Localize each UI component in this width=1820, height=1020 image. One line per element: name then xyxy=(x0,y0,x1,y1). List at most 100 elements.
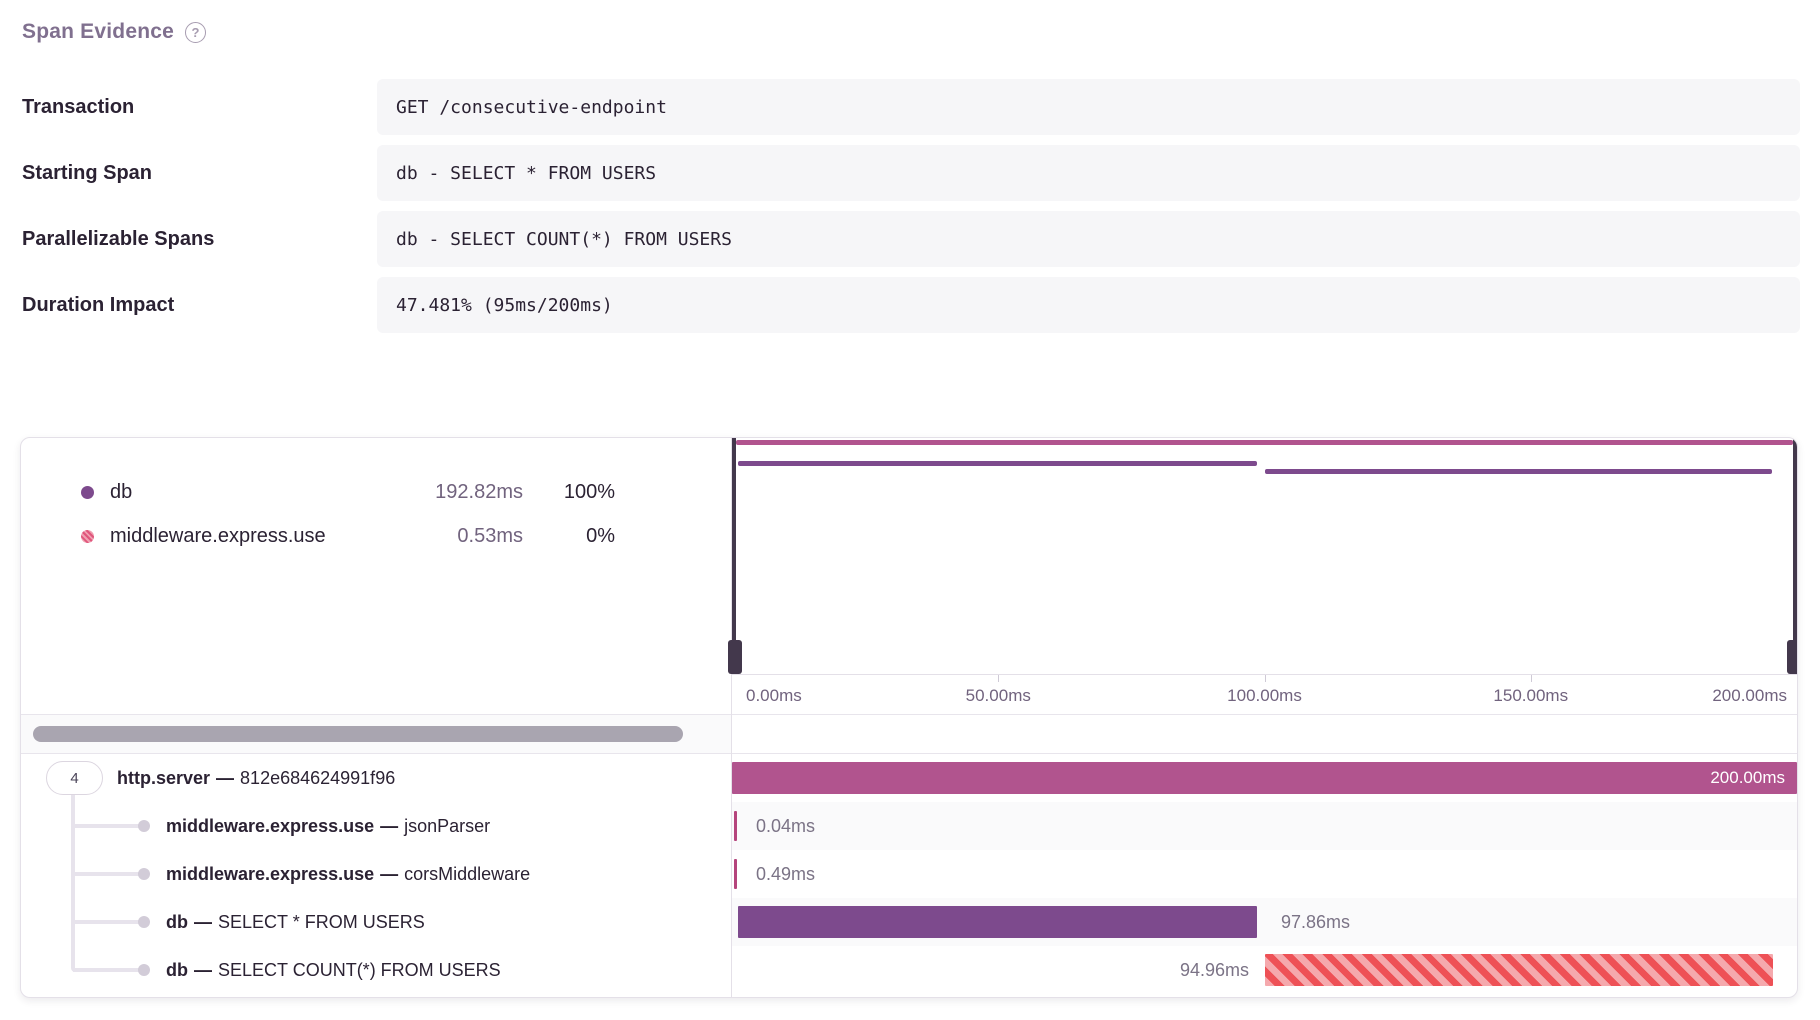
evidence-value: db - SELECT COUNT(*) FROM USERS xyxy=(377,211,1800,267)
middleware-legend-dot-icon xyxy=(81,529,94,543)
span-row-db-select[interactable]: db — SELECT * FROM USERS xyxy=(21,898,731,946)
bar-row-db-select: 97.86ms xyxy=(732,898,1797,946)
axis-label-150ms: 150.00ms xyxy=(1493,686,1569,705)
bar-row-db-count: 94.96ms xyxy=(732,946,1797,994)
span-description: corsMiddleware xyxy=(404,863,531,884)
span-title: middleware.express.use — corsMiddleware xyxy=(166,864,530,885)
evidence-row-starting-span: Starting Span db - SELECT * FROM USERS xyxy=(22,145,1800,201)
minimap-bar-db-count xyxy=(1265,469,1772,474)
trace-minimap: 0.00ms 50.00ms 100.00ms 150.00ms 200.00m… xyxy=(728,438,1797,714)
span-title: db — SELECT * FROM USERS xyxy=(166,912,425,933)
span-row-jsonparser[interactable]: middleware.express.use — jsonParser xyxy=(21,802,731,850)
span-row-corsmiddleware[interactable]: middleware.express.use — corsMiddleware xyxy=(21,850,731,898)
legend-duration: 0.53ms xyxy=(457,524,523,547)
minimap-right-drag-handle[interactable] xyxy=(1787,640,1797,674)
axis-label-50ms: 50.00ms xyxy=(965,686,1031,705)
span-op: db xyxy=(166,959,188,980)
span-description: jsonParser xyxy=(404,815,491,836)
ops-legend: db 192.82ms 100% middleware.express.use … xyxy=(21,438,731,714)
duration-bar-http-server[interactable]: 200.00ms xyxy=(732,762,1797,794)
bar-row-http-server: 200.00ms xyxy=(732,754,1797,802)
bar-row-corsmiddleware: 0.49ms xyxy=(732,850,1797,898)
tree-connector-line xyxy=(73,824,141,828)
evidence-value: GET /consecutive-endpoint xyxy=(377,79,1800,135)
span-title: middleware.express.use — jsonParser xyxy=(166,816,490,837)
tree-scrollbar-track xyxy=(21,714,731,754)
axis-label-100ms: 100.00ms xyxy=(1227,686,1302,705)
evidence-value: 47.481% (95ms/200ms) xyxy=(377,277,1800,333)
tree-node-dot-icon xyxy=(138,820,150,832)
span-title: db — SELECT COUNT(*) FROM USERS xyxy=(166,960,501,981)
legend-item-db[interactable]: db 192.82ms 100% xyxy=(21,470,731,514)
tree-node-dot-icon xyxy=(138,916,150,928)
minimap-left-rail xyxy=(732,438,736,674)
duration-bar-jsonparser[interactable] xyxy=(734,811,737,841)
minimap-bar-db-select xyxy=(738,461,1257,466)
duration-label: 0.49ms xyxy=(756,863,816,884)
evidence-row-duration-impact: Duration Impact 47.481% (95ms/200ms) xyxy=(22,277,1800,333)
child-count-badge[interactable]: 4 xyxy=(46,761,103,795)
time-axis: 0.00ms 50.00ms 100.00ms 150.00ms 200.00m… xyxy=(732,674,1797,714)
span-op: middleware.express.use xyxy=(166,815,375,836)
span-description: 812e684624991f96 xyxy=(240,767,396,788)
db-legend-dot-icon xyxy=(81,485,94,499)
separator: — xyxy=(194,959,212,980)
span-tree-bars: 200.00ms 0.04ms 0.49ms 97.86ms 94.96ms xyxy=(732,754,1797,997)
panel-divider xyxy=(731,438,732,997)
separator: — xyxy=(380,815,399,836)
separator: — xyxy=(380,863,399,884)
evidence-label: Duration Impact xyxy=(22,293,175,316)
axis-tick xyxy=(998,675,1000,682)
tree-scrollbar-thumb[interactable] xyxy=(33,726,683,742)
span-title: http.server —812e684624991f96 xyxy=(117,768,395,789)
tree-connector-line xyxy=(73,968,141,972)
tree-connector-line xyxy=(73,920,141,924)
minimap-right-rail xyxy=(1793,438,1797,674)
minimap-left-drag-handle[interactable] xyxy=(728,640,742,674)
span-row-http-server[interactable]: 4 http.server —812e684624991f96 xyxy=(21,754,731,802)
tree-connector-line xyxy=(73,872,141,876)
span-evidence-list: Transaction GET /consecutive-endpoint St… xyxy=(22,79,1800,343)
separator: — xyxy=(216,767,235,788)
span-description: SELECT * FROM USERS xyxy=(218,911,425,932)
evidence-row-transaction: Transaction GET /consecutive-endpoint xyxy=(22,79,1800,135)
duration-label: 94.96ms xyxy=(1179,959,1249,980)
legend-name: middleware.express.use xyxy=(110,524,326,547)
axis-tick xyxy=(1530,675,1532,682)
span-description: SELECT COUNT(*) FROM USERS xyxy=(218,959,501,980)
separator: — xyxy=(194,911,212,932)
axis-tick xyxy=(1264,675,1266,682)
evidence-label: Starting Span xyxy=(22,161,153,184)
evidence-label: Transaction xyxy=(22,95,135,118)
span-op: db xyxy=(166,911,188,932)
evidence-value: db - SELECT * FROM USERS xyxy=(377,145,1800,201)
tree-node-dot-icon xyxy=(138,964,150,976)
help-icon[interactable]: ? xyxy=(185,21,206,43)
legend-percent: 100% xyxy=(563,480,615,503)
span-tree-labels: 4 http.server —812e684624991f96 middlewar… xyxy=(21,754,731,997)
duration-bar-corsmiddleware[interactable] xyxy=(734,859,737,889)
legend-name: db xyxy=(110,480,133,503)
minimap-bar-http-server xyxy=(736,440,1793,445)
duration-bar-db-select[interactable] xyxy=(738,906,1257,938)
duration-label: 200.00ms xyxy=(1710,768,1785,787)
legend-duration: 192.82ms xyxy=(435,480,523,503)
tree-node-dot-icon xyxy=(138,868,150,880)
axis-label-0ms: 0.00ms xyxy=(746,686,802,705)
span-op: middleware.express.use xyxy=(166,863,375,884)
evidence-label: Parallelizable Spans xyxy=(22,227,215,250)
evidence-row-parallelizable-spans: Parallelizable Spans db - SELECT COUNT(*… xyxy=(22,211,1800,267)
section-header: Span Evidence ? xyxy=(22,20,206,44)
tree-connector-line xyxy=(71,788,75,972)
span-row-db-count[interactable]: db — SELECT COUNT(*) FROM USERS xyxy=(21,946,731,994)
axis-label-200ms: 200.00ms xyxy=(1712,686,1787,705)
page-title: Span Evidence xyxy=(22,20,174,43)
legend-percent: 0% xyxy=(586,524,615,547)
legend-item-middleware[interactable]: middleware.express.use 0.53ms 0% xyxy=(21,514,731,558)
duration-label: 0.04ms xyxy=(756,815,816,836)
duration-label: 97.86ms xyxy=(1281,911,1351,932)
scrollbar-band-right xyxy=(732,714,1797,754)
bar-row-jsonparser: 0.04ms xyxy=(732,802,1797,850)
duration-bar-db-count-striped[interactable] xyxy=(1265,954,1773,986)
span-op: http.server xyxy=(117,767,211,788)
